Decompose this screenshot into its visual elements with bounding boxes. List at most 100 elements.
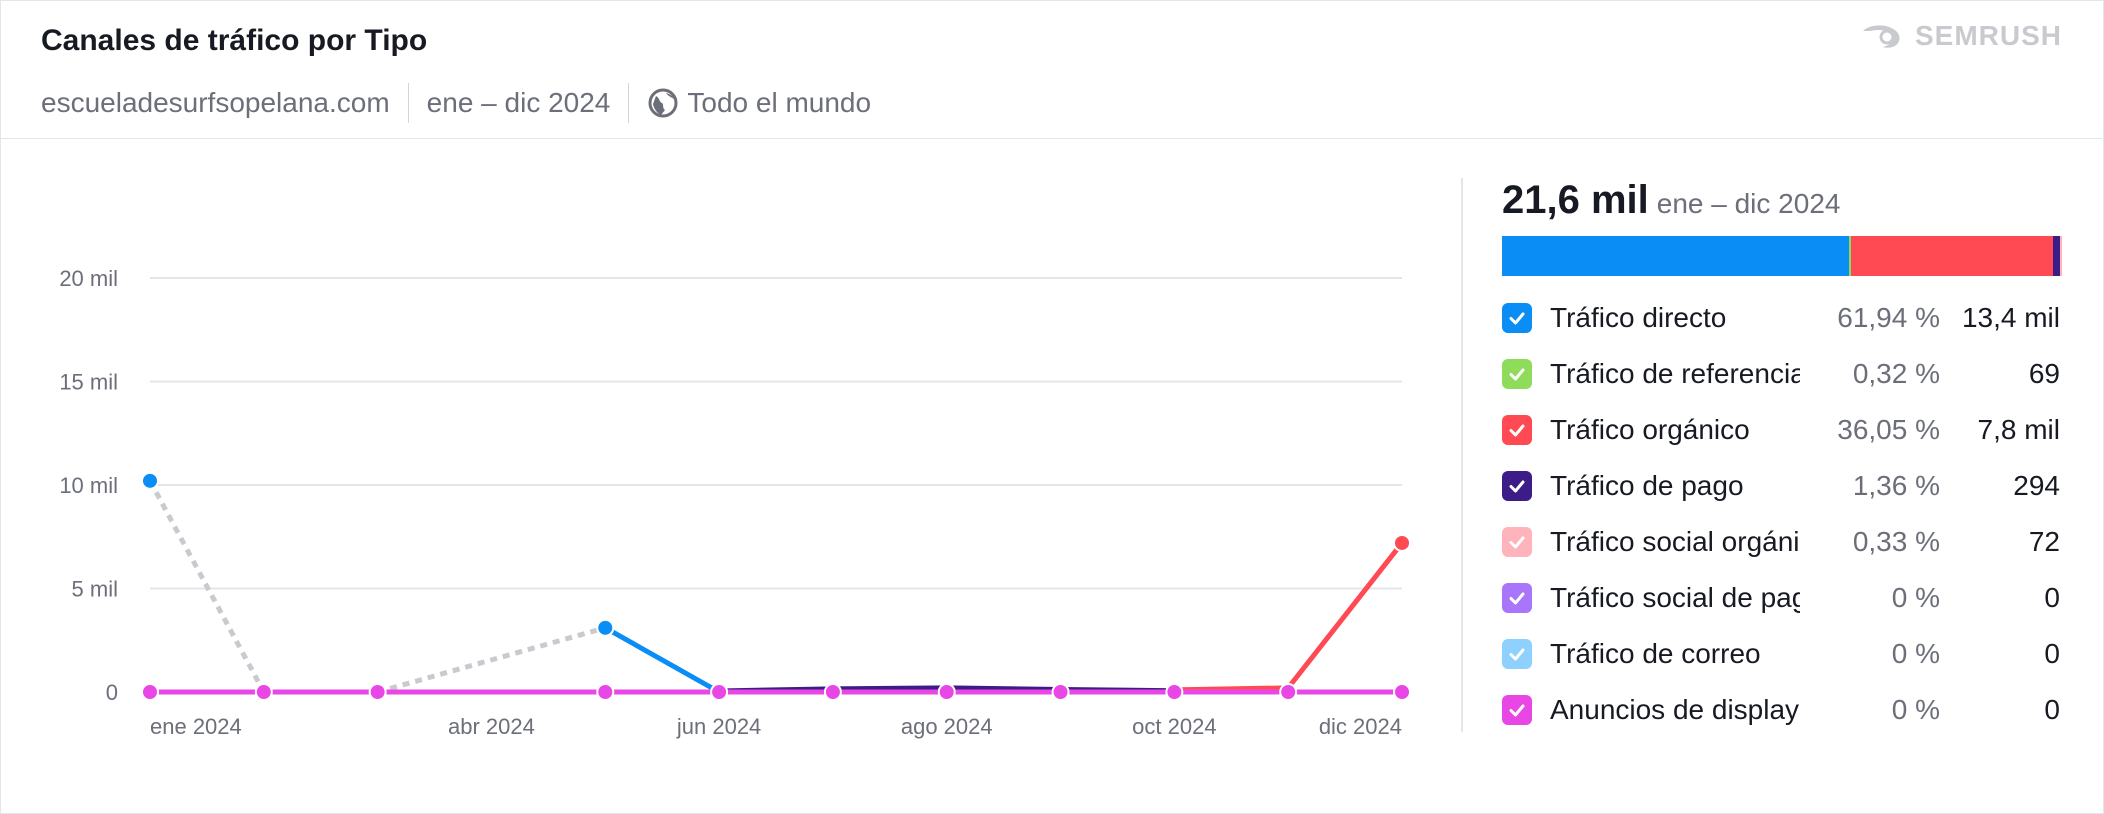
semrush-logo: SEMRUSH bbox=[1861, 20, 2062, 52]
legend-value: 294 bbox=[2013, 470, 2060, 501]
legend-value: 7,8 mil bbox=[1977, 414, 2060, 445]
x-tick-label: ago 2024 bbox=[901, 714, 993, 739]
data-point bbox=[141, 683, 159, 701]
x-tick-label: oct 2024 bbox=[1132, 714, 1216, 739]
legend-checkbox[interactable] bbox=[1502, 527, 1532, 557]
legend-checkbox[interactable] bbox=[1502, 415, 1532, 445]
legend-value: 72 bbox=[2028, 526, 2060, 557]
semrush-logo-text: SEMRUSH bbox=[1914, 20, 2062, 51]
legend-percent: 1,36 % bbox=[1852, 470, 1940, 501]
x-tick-label: dic 2024 bbox=[1319, 714, 1402, 739]
share-segment bbox=[1848, 236, 1851, 276]
legend-row[interactable]: Tráfico social de pago 0 % 0 bbox=[1502, 570, 2062, 626]
check-icon bbox=[1509, 592, 1525, 605]
legend-name: Tráfico directo bbox=[1550, 302, 1727, 333]
x-tick-label: abr 2024 bbox=[448, 714, 535, 739]
legend-value: 0 bbox=[2044, 582, 2060, 613]
period-label[interactable]: ene – dic 2024 bbox=[426, 87, 611, 118]
total-visits: 21,6 mil bbox=[1502, 178, 1649, 222]
share-segment bbox=[1850, 236, 2053, 276]
y-tick-label: 20 mil bbox=[59, 266, 118, 291]
globe-icon bbox=[647, 87, 679, 119]
traffic-chart: 0 5 mil 10 mil 15 mil 20 mil ene 2024 abr 2024… bbox=[0, 140, 1460, 810]
legend-name: Tráfico social de pago bbox=[1550, 582, 1800, 613]
legend-value: 13,4 mil bbox=[1961, 302, 2060, 333]
widget-header: Canales de tráfico por Tipo escueladesur… bbox=[0, 0, 2102, 139]
summary-total: 21,6 mil ene – dic 2024 bbox=[1502, 178, 2062, 234]
semrush-logo-icon bbox=[1862, 25, 1900, 48]
legend-name: Tráfico de referencia bbox=[1550, 358, 1800, 389]
data-point bbox=[141, 471, 159, 490]
data-point bbox=[1279, 683, 1298, 701]
check-icon bbox=[1509, 312, 1525, 325]
data-point bbox=[1165, 683, 1184, 701]
traffic-line-chart: 0 5 mil 10 mil 15 mil 20 mil ene 2024 abr 2024… bbox=[59, 266, 1411, 739]
share-segment bbox=[1502, 236, 1849, 276]
check-icon bbox=[1509, 704, 1525, 717]
data-point bbox=[596, 618, 615, 637]
y-tick-label: 10 mil bbox=[59, 473, 118, 498]
check-icon bbox=[1509, 480, 1525, 493]
share-segment bbox=[2052, 236, 2061, 276]
check-icon bbox=[1509, 536, 1525, 549]
legend-checkbox[interactable] bbox=[1502, 471, 1532, 501]
legend-name: Tráfico orgánico bbox=[1550, 414, 1750, 445]
x-tick-label: ene 2024 bbox=[150, 714, 242, 739]
legend-percent: 36,05 % bbox=[1837, 414, 1940, 445]
legend-checkbox[interactable] bbox=[1502, 695, 1532, 725]
y-tick-label: 0 bbox=[106, 680, 118, 705]
data-point bbox=[368, 683, 387, 701]
y-tick-label: 5 mil bbox=[72, 577, 118, 602]
legend-percent: 0 % bbox=[1891, 582, 1940, 613]
legend-row[interactable]: Tráfico de pago 1,36 % 294 bbox=[1502, 458, 2062, 514]
legend-name: Tráfico de correo bbox=[1550, 638, 1761, 669]
missing-data-segment bbox=[147, 479, 267, 694]
data-point bbox=[1393, 533, 1411, 552]
check-icon bbox=[1509, 424, 1525, 437]
legend-checkbox[interactable] bbox=[1502, 583, 1532, 613]
data-point bbox=[254, 683, 273, 701]
meta-divider bbox=[628, 83, 630, 123]
legend-name: Tráfico social orgánico bbox=[1550, 526, 1800, 557]
legend-percent: 0 % bbox=[1891, 694, 1940, 725]
legend-value: 69 bbox=[2028, 358, 2060, 389]
data-point bbox=[1051, 683, 1070, 701]
legend-percent: 61,94 % bbox=[1837, 302, 1940, 333]
data-point bbox=[596, 683, 615, 701]
legend-value: 0 bbox=[2044, 638, 2060, 669]
share-segment bbox=[2060, 236, 2062, 276]
widget-meta: escueladesurfsopelana.com ene – dic 2024… bbox=[41, 82, 871, 124]
x-tick-label: jun 2024 bbox=[676, 714, 761, 739]
check-icon bbox=[1509, 648, 1525, 661]
legend-value: 0 bbox=[2044, 694, 2060, 725]
legend-row[interactable]: Anuncios de display 0 % 0 bbox=[1502, 682, 2062, 738]
legend-percent: 0 % bbox=[1891, 638, 1940, 669]
panel-divider bbox=[1461, 178, 1463, 732]
share-stacked-bar bbox=[1502, 236, 2062, 276]
check-icon bbox=[1509, 368, 1525, 381]
legend-checkbox[interactable] bbox=[1502, 303, 1532, 333]
region-label[interactable]: Todo el mundo bbox=[687, 87, 872, 118]
widget-title: Canales de tráfico por Tipo bbox=[41, 24, 428, 57]
missing-data-segment bbox=[376, 625, 606, 695]
legend-percent: 0,32 % bbox=[1852, 358, 1940, 389]
legend-row[interactable]: Tráfico directo 61,94 % 13,4 mil bbox=[1502, 290, 2062, 346]
legend-name: Anuncios de display bbox=[1550, 694, 1800, 725]
legend-row[interactable]: Tráfico de correo 0 % 0 bbox=[1502, 626, 2062, 682]
total-period: ene – dic 2024 bbox=[1656, 188, 1841, 219]
channel-legend: Tráfico directo 61,94 % 13,4 mil Tráfico de… bbox=[1502, 290, 2062, 738]
data-point bbox=[1393, 683, 1411, 701]
data-point bbox=[710, 683, 729, 701]
legend-row[interactable]: Tráfico social orgánico 0,33 % 72 bbox=[1502, 514, 2062, 570]
domain-label[interactable]: escueladesurfsopelana.com bbox=[41, 87, 390, 118]
y-tick-label: 15 mil bbox=[59, 370, 118, 395]
legend-row[interactable]: Tráfico orgánico 36,05 % 7,8 mil bbox=[1502, 402, 2062, 458]
series-line bbox=[1174, 541, 1404, 693]
data-point bbox=[937, 683, 956, 701]
legend-checkbox[interactable] bbox=[1502, 639, 1532, 669]
legend-percent: 0,33 % bbox=[1852, 526, 1940, 557]
legend-row[interactable]: Tráfico de referencia 0,32 % 69 bbox=[1502, 346, 2062, 402]
legend-name: Tráfico de pago bbox=[1550, 470, 1744, 501]
summary-panel: 21,6 mil ene – dic 2024 Tráfico directo 6… bbox=[1502, 178, 2062, 725]
legend-checkbox[interactable] bbox=[1502, 359, 1532, 389]
